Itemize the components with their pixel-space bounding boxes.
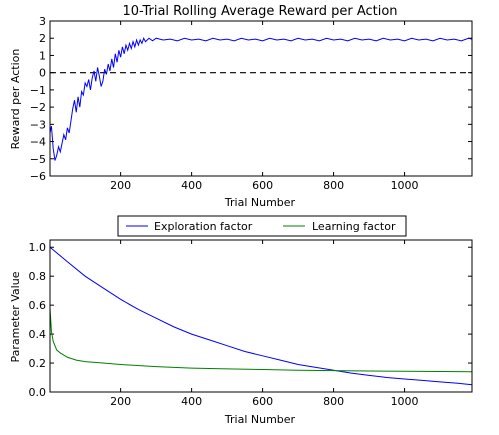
tick-group: 200 400 600 800 1000 −6 −5 −4 −3 −2 −1 0 1 2 3: [30, 15, 472, 192]
parameter-chart: Trial Number Parameter Value 200 400 600 80…: [9, 215, 473, 426]
y-tick-label: −5: [30, 153, 46, 166]
x-tick-label: 800: [323, 179, 344, 192]
x-tick-label: 1000: [391, 395, 419, 408]
legend-label-exploration: Exploration factor: [154, 220, 253, 233]
y-tick-label: −3: [30, 118, 46, 131]
plot-frame: [49, 239, 473, 393]
x-tick-label: 400: [181, 179, 202, 192]
y-tick-label: 0.8: [29, 270, 47, 283]
y-tick-label: 2: [39, 32, 46, 45]
series-line-1: [49, 308, 473, 373]
legend-box: [117, 215, 407, 237]
x-axis-label: Trial Number: [224, 413, 296, 426]
x-axis-label: Trial Number: [224, 196, 296, 209]
x-tick-label: 800: [323, 395, 344, 408]
y-tick-label: 1.0: [29, 241, 47, 254]
chart-title: 10-Trial Rolling Average Reward per Acti…: [122, 4, 397, 19]
y-axis-label: Parameter Value: [9, 271, 22, 362]
plot-frame: [49, 20, 473, 177]
y-tick-label: −4: [30, 136, 46, 149]
y-tick-label: 0.6: [29, 299, 47, 312]
y-tick-label: −1: [30, 84, 46, 97]
y-tick-label: −2: [30, 101, 46, 114]
y-tick-label: 0.4: [29, 328, 47, 341]
series-group: [49, 246, 473, 386]
x-tick-label: 400: [181, 395, 202, 408]
series-group: [49, 36, 473, 161]
y-tick-label: 0.2: [29, 357, 47, 370]
y-tick-label: −6: [30, 170, 46, 183]
y-tick-label: 0.0: [29, 386, 47, 399]
y-tick-label: 1: [39, 49, 46, 62]
x-tick-label: 600: [252, 395, 273, 408]
y-tick-label: 3: [39, 15, 46, 28]
x-tick-label: 200: [110, 395, 131, 408]
tick-group: 200 400 600 800 1000 0.0 0.2 0.4 0.6 0.8 1.0: [29, 240, 472, 408]
x-tick-label: 200: [110, 179, 131, 192]
series-line-0: [49, 36, 473, 161]
y-axis-label: Reward per Action: [9, 49, 22, 150]
series-line-0: [49, 246, 473, 386]
legend-label-learning: Learning factor: [312, 220, 396, 233]
legend: Exploration factor Learning factor: [117, 215, 407, 237]
x-tick-label: 1000: [391, 179, 419, 192]
reward-chart: 10-Trial Rolling Average Reward per Acti…: [9, 4, 473, 209]
y-tick-label: 0: [39, 67, 46, 80]
x-tick-label: 600: [252, 179, 273, 192]
